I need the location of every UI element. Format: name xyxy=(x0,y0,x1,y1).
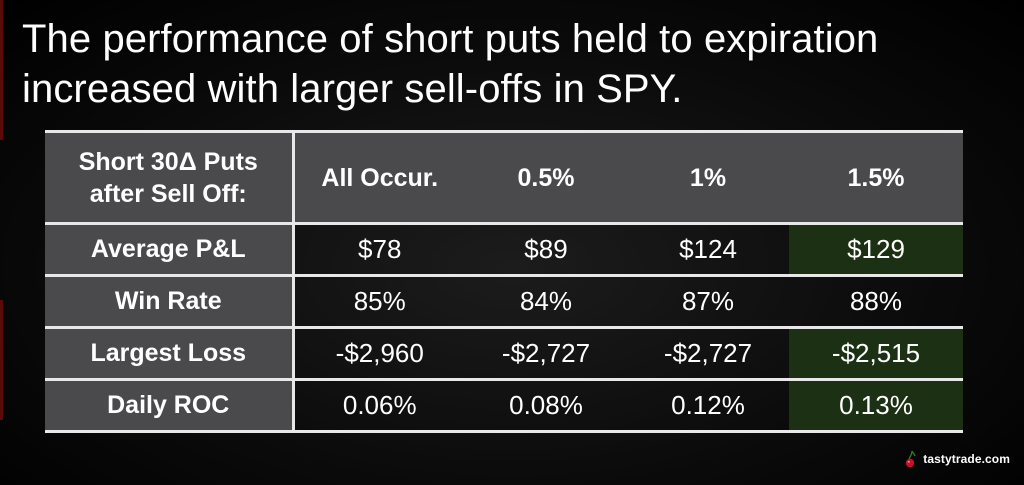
row-label-daily-roc: Daily ROC xyxy=(45,379,293,432)
row-label-header-line1: Short 30Δ Puts xyxy=(78,147,258,176)
cell-largest-loss-0-5: -$2,727 xyxy=(501,338,591,368)
table-row-average-pl: Average P&L $78 $89 $124 $129 xyxy=(45,223,963,276)
cell-largest-loss-1: -$2,727 xyxy=(663,338,753,368)
table-header-row: Short 30Δ Puts after Sell Off: All Occur… xyxy=(45,131,963,224)
row-label-largest-loss: Largest Loss xyxy=(45,327,293,380)
cherry-icon xyxy=(904,450,920,468)
tastytrade-logo: tastytrade.com xyxy=(904,450,1010,468)
logo-text: tastytrade.com xyxy=(923,452,1010,466)
table-row-win-rate: Win Rate 85% 84% 87% 88% xyxy=(45,275,963,328)
column-header-1pct: 1% xyxy=(689,163,727,192)
cell-win-rate-all: 85% xyxy=(291,275,465,328)
performance-table: Short 30Δ Puts after Sell Off: All Occur… xyxy=(45,130,963,433)
edge-accent-top xyxy=(0,0,3,140)
cell-average-pl-0-5: $89 xyxy=(524,234,568,264)
cell-average-pl-1: $124 xyxy=(679,234,737,264)
column-header-0-5pct: 0.5% xyxy=(517,163,575,192)
cell-daily-roc-all: 0.06% xyxy=(291,379,465,432)
slide-title: The performance of short puts held to ex… xyxy=(22,17,879,111)
cell-largest-loss-all: -$2,960 xyxy=(291,327,465,380)
row-label-win-rate: Win Rate xyxy=(45,275,293,328)
cell-average-pl-all: $78 xyxy=(291,223,465,276)
column-header-all-occur: All Occur. xyxy=(291,131,465,224)
cell-average-pl-1-5: $129 xyxy=(789,223,963,276)
cell-largest-loss-1-5: -$2,515 xyxy=(789,327,963,380)
cell-win-rate-0-5: 84% xyxy=(519,286,573,316)
cell-win-rate-1: 87% xyxy=(681,286,735,316)
row-label-average-pl: Average P&L xyxy=(45,223,293,276)
edge-accent-bottom xyxy=(0,300,3,420)
row-label-header-line2: after Sell Off: xyxy=(89,179,247,208)
row-label-header: Short 30Δ Puts after Sell Off: xyxy=(45,132,293,224)
cell-daily-roc-1: 0.12% xyxy=(671,390,745,420)
column-header-1-5pct: 1.5% xyxy=(847,163,905,192)
table-row-largest-loss: Largest Loss -$2,960 -$2,727 -$2,727 -$2… xyxy=(45,327,963,380)
cell-daily-roc-1-5: 0.13% xyxy=(789,379,963,432)
cell-daily-roc-0-5: 0.08% xyxy=(509,390,583,420)
cell-win-rate-1-5: 88% xyxy=(849,286,903,316)
table-row-daily-roc: Daily ROC 0.06% 0.08% 0.12% 0.13% xyxy=(45,379,963,432)
